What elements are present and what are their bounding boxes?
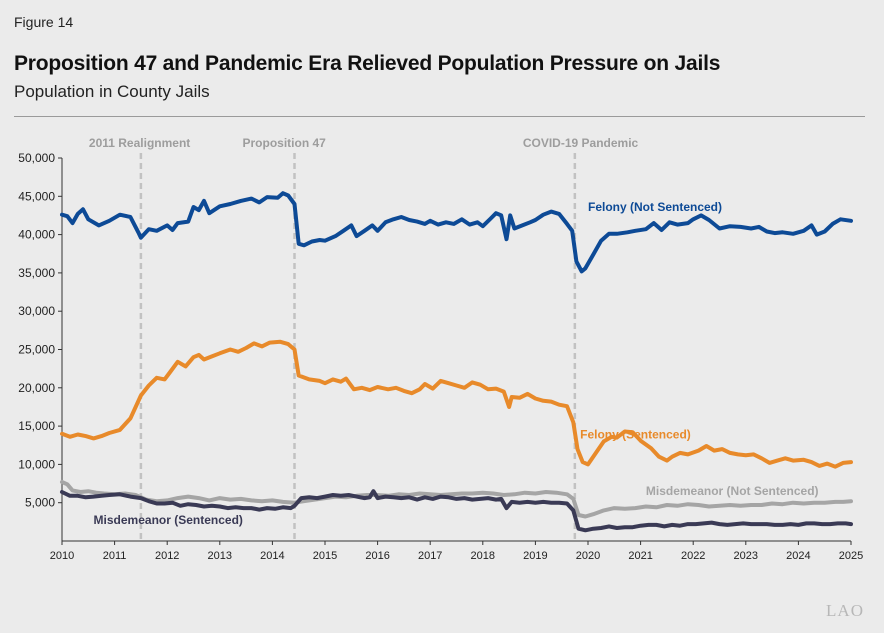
chart-title: Proposition 47 and Pandemic Era Relieved…	[14, 52, 721, 75]
series-line	[60, 480, 853, 519]
y-tick-label: 35,000	[18, 266, 55, 280]
chart-subtitle: Population in County Jails	[14, 82, 210, 101]
y-tick-label: 45,000	[18, 189, 55, 203]
x-tick-label: 2019	[523, 550, 547, 562]
y-tick-label: 30,000	[18, 304, 55, 318]
event-label: Proposition 47	[242, 136, 326, 150]
x-tick-label: 2024	[786, 550, 810, 562]
event-label: 2011 Realignment	[89, 136, 190, 150]
series-label: Felony (Sentenced)	[580, 427, 691, 441]
series-label: Misdemeanor (Not Sentenced)	[646, 484, 819, 498]
y-tick-label: 15,000	[18, 419, 55, 433]
series-lines	[60, 191, 853, 533]
x-tick-label: 2018	[471, 550, 495, 562]
x-tick-label: 2022	[681, 550, 705, 562]
event-label: COVID-19 Pandemic	[523, 136, 639, 150]
x-tick-label: 2021	[628, 550, 652, 562]
x-tick-label: 2015	[313, 550, 337, 562]
x-tick-label: 2016	[365, 550, 389, 562]
series-label: Felony (Not Sentenced)	[588, 200, 722, 214]
x-tick-label: 2023	[734, 550, 758, 562]
series-line	[60, 489, 853, 533]
series-line	[60, 339, 853, 469]
header-divider	[14, 116, 865, 117]
x-tick-label: 2014	[260, 550, 284, 562]
event-markers: 2011 Realignment Proposition 47 COVID-19 P…	[89, 136, 639, 541]
y-tick-label: 40,000	[18, 228, 55, 242]
y-tick-label: 10,000	[18, 457, 55, 471]
x-tick-label: 2025	[839, 550, 863, 562]
x-tick-label: 2010	[50, 550, 74, 562]
x-tick-label: 2013	[208, 550, 232, 562]
figure-label: Figure 14	[14, 14, 74, 30]
y-tick-label: 5,000	[25, 496, 55, 510]
lao-logo: LAO	[826, 601, 864, 620]
x-tick-label: 2020	[576, 550, 600, 562]
x-tick-label: 2017	[418, 550, 442, 562]
y-tick-label: 50,000	[18, 151, 55, 165]
series-line	[60, 191, 853, 274]
y-tick-label: 25,000	[18, 343, 55, 357]
series-label: Misdemeanor (Sentenced)	[94, 513, 243, 527]
x-tick-label: 2011	[103, 550, 127, 562]
y-tick-label: 20,000	[18, 381, 55, 395]
series-labels: Felony (Not Sentenced) Felony (Sentenced)…	[94, 200, 819, 527]
chart-axes: 5,000 10,000 15,000 20,000 25,000 30,000 35,00…	[18, 151, 863, 562]
x-tick-label: 2012	[155, 550, 179, 562]
